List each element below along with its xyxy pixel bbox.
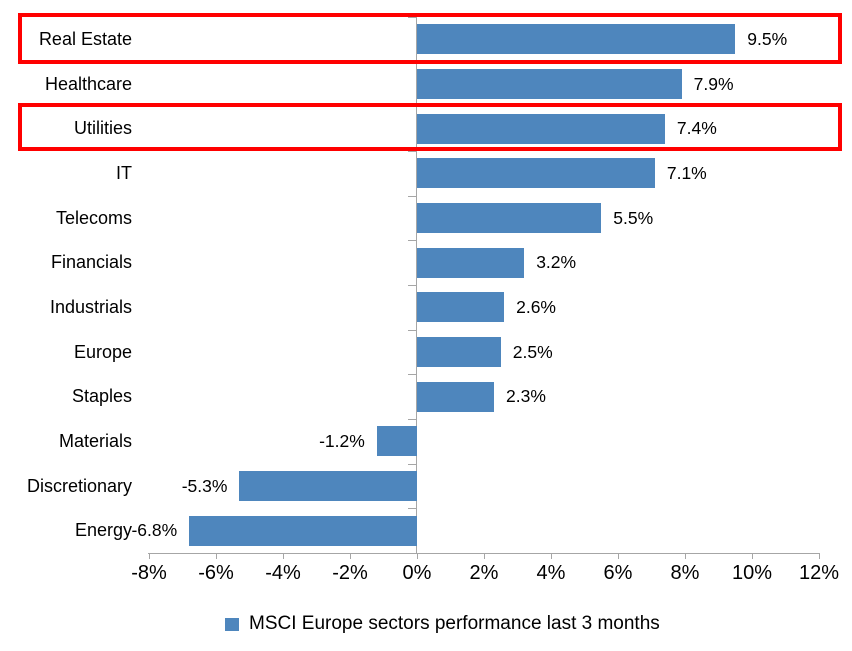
bar-healthcare (417, 69, 682, 99)
bar-industrials (417, 292, 505, 323)
x-tick-label: -2% (332, 562, 368, 584)
value-axis-tick (283, 553, 284, 559)
x-tick-label: 0% (402, 562, 432, 584)
value-axis-tick (819, 553, 820, 559)
bar-it (417, 158, 655, 189)
category-label-energy: Energy (74, 520, 132, 541)
category-label-utilities: Utilities (73, 118, 132, 139)
category-axis-tick (408, 329, 416, 331)
value-axis-tick (216, 553, 217, 559)
x-tick-label: -8% (131, 562, 167, 584)
value-axis-tick (484, 553, 485, 559)
value-axis-tick (752, 553, 753, 559)
data-label-europe: 2.5% (512, 341, 553, 362)
category-axis-tick (408, 61, 416, 63)
data-label-materials: -1.2% (319, 431, 365, 451)
bar-discretionary (239, 471, 417, 501)
bar-financials (417, 247, 525, 278)
value-axis-tick (551, 553, 552, 559)
value-axis-tick (685, 553, 686, 559)
value-axis-tick (417, 553, 418, 559)
x-tick-label: 10% (731, 562, 773, 584)
category-axis-tick (408, 419, 416, 420)
x-tick-label: 8% (670, 562, 700, 584)
x-tick-label: -6% (198, 562, 234, 584)
category-axis-tick (408, 463, 416, 465)
legend-swatch-icon (225, 617, 239, 631)
category-axis-tick (408, 17, 416, 18)
category-label-financials: Financials (50, 252, 132, 273)
category-label-staples: Staples (71, 386, 132, 407)
x-tick-label: 12% (798, 562, 840, 584)
data-label-staples: 2.3% (506, 386, 546, 407)
bar-utilities (417, 113, 665, 144)
data-label-discretionary: -5.3% (181, 475, 228, 496)
x-tick-label: 6% (603, 562, 633, 584)
x-tick-label: 4% (536, 562, 566, 584)
category-label-europe: Europe (73, 341, 132, 362)
category-axis-tick (408, 508, 416, 510)
bar-energy (189, 515, 417, 546)
data-label-healthcare: 7.9% (693, 73, 734, 94)
category-label-healthcare: Healthcare (44, 73, 132, 94)
category-label-real-estate: Real Estate (38, 29, 132, 49)
category-label-discretionary: Discretionary (26, 475, 132, 496)
category-axis-line (416, 17, 417, 553)
value-axis-tick (149, 553, 150, 559)
category-axis-tick (408, 106, 416, 108)
x-tick-label: 2% (469, 562, 499, 584)
category-label-industrials: Industrials (49, 297, 132, 317)
value-axis-tick (618, 553, 619, 559)
category-label-materials: Materials (58, 431, 132, 451)
bar-real-estate (417, 24, 736, 55)
bar-staples (417, 381, 495, 412)
value-axis-tick (350, 553, 351, 559)
data-label-it: 7.1% (666, 163, 707, 183)
category-axis-tick (408, 195, 416, 197)
bar-europe (417, 337, 501, 367)
data-label-energy: -6.8% (131, 520, 178, 541)
data-label-industrials: 2.6% (516, 297, 556, 317)
category-label-it: IT (116, 163, 132, 183)
bar-materials (376, 426, 417, 457)
data-label-utilities: 7.4% (676, 118, 717, 139)
chart-legend: MSCI Europe sectors performance last 3 m… (225, 613, 660, 635)
x-tick-label: -4% (265, 562, 301, 584)
category-axis-tick (408, 285, 416, 286)
category-axis-tick (408, 240, 416, 242)
legend-label: MSCI Europe sectors performance last 3 m… (249, 613, 660, 634)
data-label-telecoms: 5.5% (613, 207, 654, 228)
bar-telecoms (417, 203, 602, 233)
data-label-real-estate: 9.5% (747, 29, 788, 49)
data-label-financials: 3.2% (536, 252, 577, 273)
category-label-telecoms: Telecoms (55, 207, 132, 228)
category-axis-tick (408, 151, 416, 152)
category-axis-tick (408, 374, 416, 376)
